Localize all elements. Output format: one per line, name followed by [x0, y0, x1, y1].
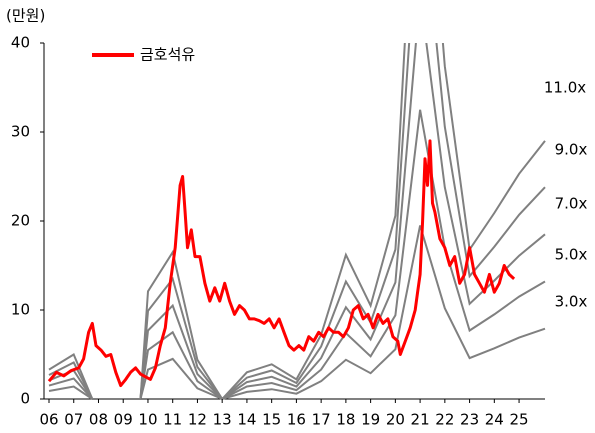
- x-tick-label: 14: [237, 411, 256, 429]
- x-tick-label: 25: [510, 411, 529, 429]
- x-tick-label: 17: [312, 411, 331, 429]
- x-tick-label: 18: [336, 411, 355, 429]
- bands: [48, 43, 546, 401]
- band-label: 9.0x: [555, 141, 588, 159]
- y-tick-label: 0: [20, 390, 30, 408]
- x-tick-label: 15: [262, 411, 281, 429]
- x-tick-label: 11: [163, 411, 182, 429]
- x-tick-label: 13: [213, 411, 232, 429]
- legend-label: 금호석유: [140, 46, 195, 64]
- x-tick-label: 24: [485, 411, 504, 429]
- x-tick-label: 10: [138, 411, 157, 429]
- x-tick-label: 21: [411, 411, 430, 429]
- band-label: 7.0x: [555, 195, 588, 213]
- price: [47, 139, 516, 388]
- x-tick-label: 09: [114, 411, 133, 429]
- x-tick-label: 08: [89, 411, 108, 429]
- band-line: [48, 43, 546, 401]
- y-tick-label: 10: [11, 301, 30, 319]
- band-label: 11.0x: [544, 79, 586, 97]
- y-unit-label: (만원): [6, 7, 45, 25]
- x-tick-label: 12: [188, 411, 207, 429]
- price-line: [47, 139, 516, 388]
- band-label: 3.0x: [555, 293, 588, 311]
- y-tick-label: 40: [11, 34, 30, 52]
- x-tick-label: 19: [361, 411, 380, 429]
- x-tick-label: 23: [460, 411, 479, 429]
- band-line: [48, 43, 546, 401]
- x-tick-label: 22: [435, 411, 454, 429]
- x-tick-label: 07: [64, 411, 83, 429]
- x-tick-label: 06: [39, 411, 58, 429]
- x-tick-label: 20: [386, 411, 405, 429]
- band-label: 5.0x: [555, 246, 588, 264]
- band-line: [48, 43, 546, 401]
- y-tick-label: 30: [11, 123, 30, 141]
- x-tick-label: 16: [287, 411, 306, 429]
- y-tick-label: 20: [11, 212, 30, 230]
